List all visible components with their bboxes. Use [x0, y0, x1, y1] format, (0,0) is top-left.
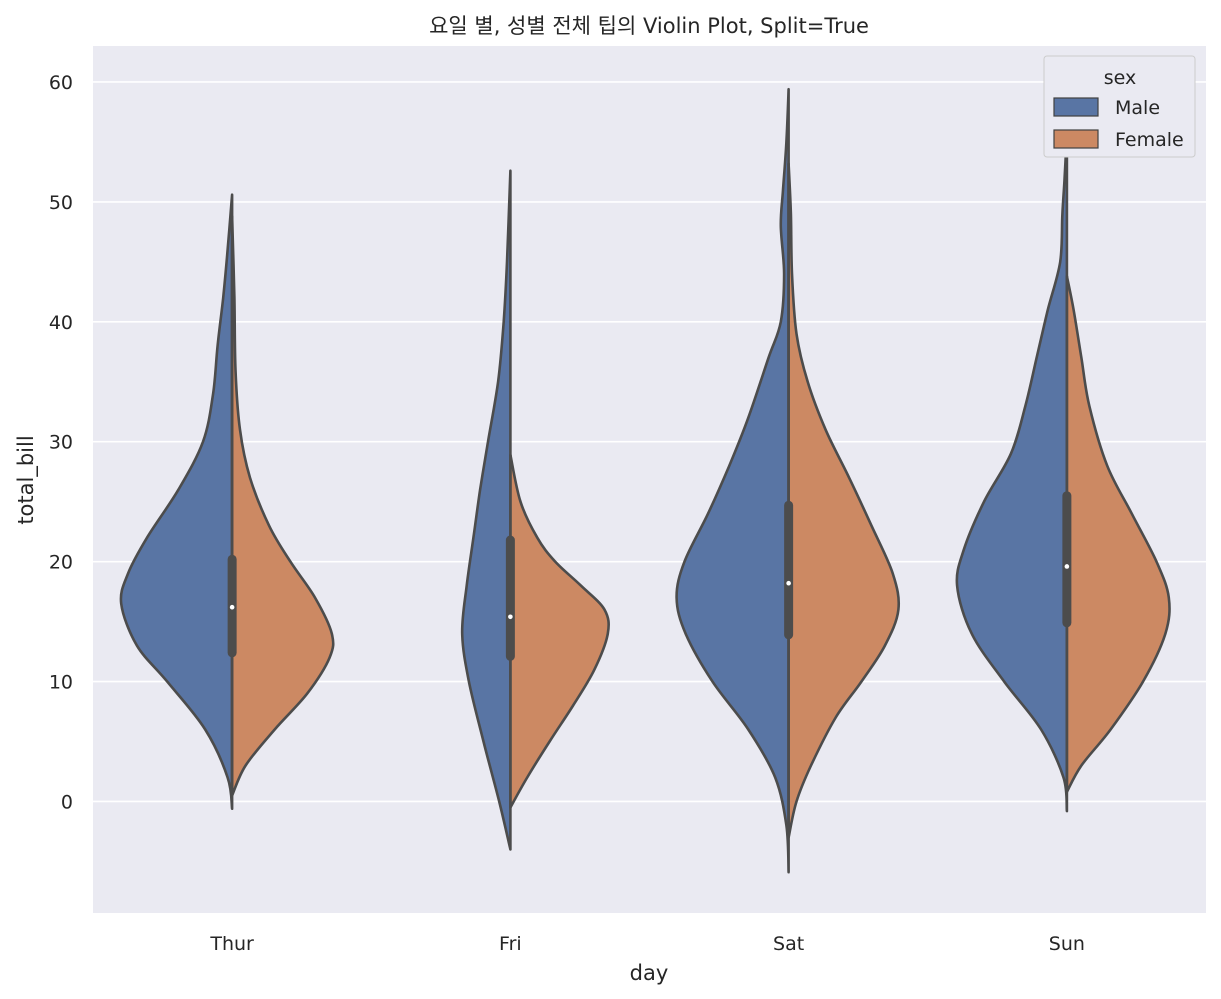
y-tick-label: 0 [61, 791, 73, 813]
legend-title: sex [1104, 67, 1137, 89]
y-tick-label: 20 [49, 552, 73, 574]
violin-female-sat [787, 162, 901, 839]
x-tick-label-sun: Sun [1049, 933, 1085, 955]
x-tick-label-fri: Fri [499, 933, 522, 955]
violin-male-sat [675, 87, 790, 874]
legend-label-male: Male [1115, 97, 1160, 119]
x-axis-ticks: Thur Fri Sat Sun [209, 933, 1085, 955]
median-dot-fri [508, 614, 513, 620]
violin-male-thur [119, 193, 234, 810]
y-tick-label: 60 [49, 72, 73, 94]
y-tick-label: 30 [49, 432, 73, 454]
y-tick-label: 10 [49, 672, 73, 694]
x-tick-label-thur: Thur [209, 933, 254, 955]
violin-female-sun [1065, 274, 1171, 794]
y-tick-label: 50 [49, 192, 73, 214]
y-axis-ticks: 0 10 20 30 40 50 60 [49, 72, 73, 814]
median-dot-sat [786, 580, 791, 586]
median-dot-sun [1064, 564, 1070, 569]
x-tick-label-sat: Sat [773, 933, 804, 955]
violins [119, 87, 1171, 874]
median-dot-thur [229, 604, 235, 610]
legend-swatch-male [1053, 97, 1099, 117]
violin-female-fri [509, 453, 610, 809]
violin-male-sun [955, 131, 1069, 813]
legend-swatch-female [1053, 129, 1099, 149]
legend: sex Male Female [1043, 55, 1196, 158]
y-axis-label: total_bill [14, 435, 39, 524]
chart-title: 요일 별, 성별 전체 팁의 Violin Plot, Split=True [429, 14, 869, 38]
box-overlays [227, 163, 1072, 838]
violin-male-fri [460, 169, 512, 851]
y-tick-label: 40 [49, 312, 73, 334]
x-axis-label: day [630, 961, 669, 985]
legend-label-female: Female [1115, 129, 1184, 151]
violin-female-thur [230, 215, 335, 797]
